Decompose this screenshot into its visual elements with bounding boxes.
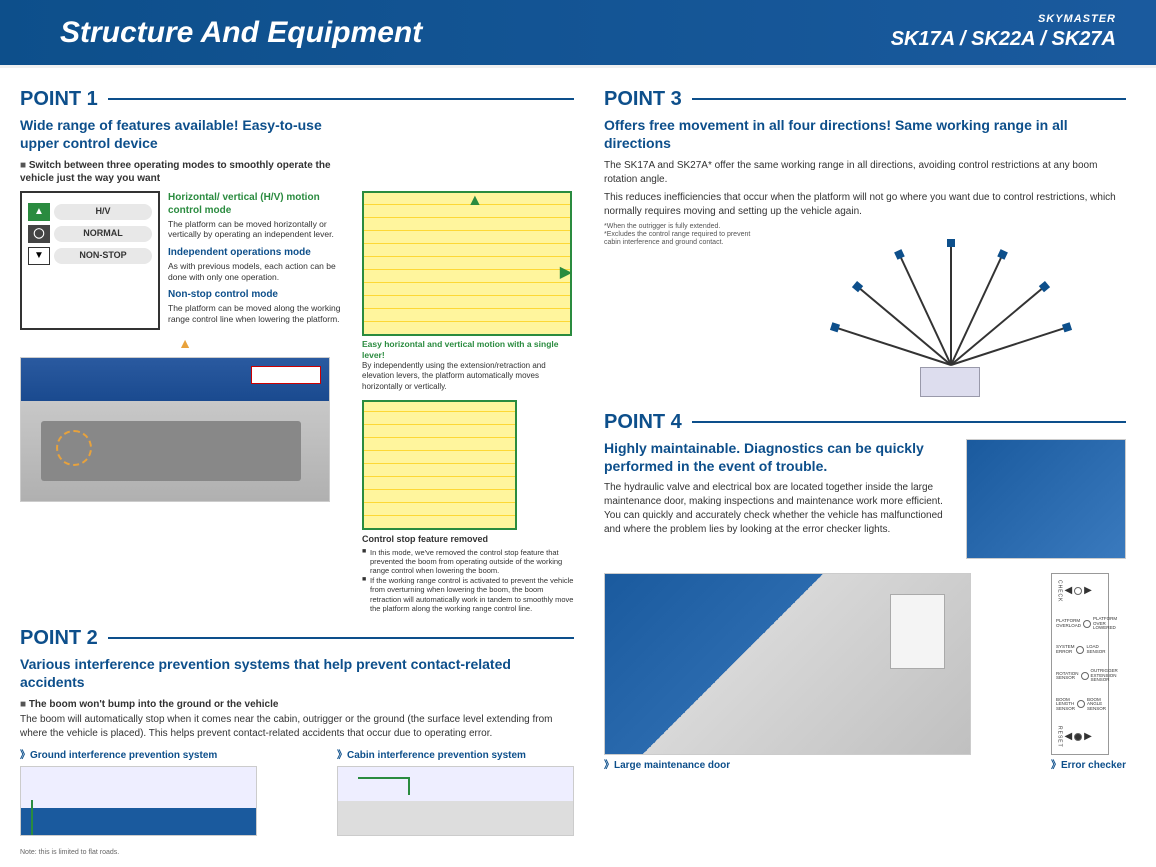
rotation-range-diagram [774, 227, 1126, 397]
sys1-label: Ground interference prevention system [20, 749, 257, 762]
fig1-caption: Easy horizontal and vertical motion with… [362, 339, 574, 361]
header: Structure And Equipment SKYMASTER SK17A … [0, 0, 1156, 68]
point4-subtitle: Highly maintainable. Diagnostics can be … [604, 439, 956, 475]
hv-motion-figure: ▲ ▶ [362, 191, 572, 336]
maint-door-caption: Large maintenance door [604, 759, 971, 772]
page-title: Structure And Equipment [60, 13, 422, 52]
error-checker-panel: CHECK ◀▶ PLATFORM OVERLOADPLATFORM OVER … [1051, 573, 1109, 755]
ns-mode-title: Non-stop control mode [168, 288, 350, 301]
mode-panel: ▲ H/V ◯ NORMAL ▼ NON-STOP [20, 191, 160, 331]
sys2-label: Cabin interference prevention system [337, 749, 574, 762]
ns-mode-body: The platform can be moved along the work… [168, 303, 350, 324]
point4-body: The hydraulic valve and electrical box a… [604, 481, 956, 537]
point2-bullet: The boom won't bump into the ground or t… [20, 698, 574, 711]
left-triangle-icon: ◀ [1064, 730, 1072, 743]
hv-mode-body: The platform can be moved horizontally o… [168, 219, 350, 240]
fig2-bullet1: In this mode, we've removed the control … [362, 548, 574, 576]
point1-bullet: Switch between three operating modes to … [20, 159, 340, 185]
mode-normal-label: NORMAL [54, 226, 152, 242]
vehicle-side-photo [966, 439, 1126, 559]
point3-asterisk1: *When the outrigger is fully extended. [604, 223, 764, 231]
point1-subtitle: Wide range of features available! Easy-t… [20, 116, 340, 152]
down-arrow-icon: ▼ [28, 247, 50, 265]
err-r2c0: ROTATION SENSOR [1056, 672, 1079, 681]
fig1-sub: By independently using the extension/ret… [362, 361, 574, 392]
mode-nonstop-label: NON-STOP [54, 248, 152, 264]
right-green-arrow-icon: ▶ [560, 263, 572, 284]
right-triangle-icon: ▶ [1084, 584, 1092, 597]
cabin-interference-figure [337, 766, 574, 836]
up-green-arrow-icon: ▲ [467, 191, 483, 212]
err-r3c0: BOOM LENGTH SENSOR [1056, 698, 1075, 712]
mode-hv: ▲ H/V [28, 203, 152, 221]
point3-subtitle: Offers free movement in all four directi… [604, 116, 1126, 152]
up-arrow-icon: ▲ [28, 203, 50, 221]
point3-body2: This reduces inefficiencies that occur w… [604, 191, 1126, 219]
err-r0c1: PLATFORM OVER LOWERED [1093, 617, 1117, 631]
point2-body: The boom will automatically stop when it… [20, 713, 574, 741]
point2-note: Note: this is limited to flat roads. [20, 848, 574, 857]
point4-label: POINT 4 [604, 409, 1126, 435]
mode-hv-label: H/V [54, 204, 152, 220]
header-right: SKYMASTER SK17A / SK22A / SK27A [891, 12, 1116, 52]
error-checker-caption: Error checker [1051, 759, 1126, 772]
point1-label: POINT 1 [20, 86, 574, 112]
err-r1c0: SYSTEM ERROR [1056, 645, 1075, 654]
right-triangle-icon: ▶ [1084, 730, 1092, 743]
control-panel-photo [20, 357, 330, 502]
ground-interference-figure [20, 766, 257, 836]
left-triangle-icon: ◀ [1064, 584, 1072, 597]
fig2-title: Control stop feature removed [362, 534, 574, 546]
vehicle-icon [920, 367, 980, 397]
maintenance-door-photo [604, 573, 971, 755]
point3-asterisk2: *Excludes the control range required to … [604, 231, 764, 248]
ind-mode-title: Independent operations mode [168, 246, 350, 259]
reset-group: RESET [1056, 726, 1063, 748]
model-list: SK17A / SK22A / SK27A [891, 26, 1116, 52]
connector-arrow-icon: ▲ [178, 335, 192, 351]
control-stop-figure [362, 400, 517, 530]
mode-normal: ◯ NORMAL [28, 225, 152, 243]
mode-nonstop: ▼ NON-STOP [28, 247, 152, 265]
ind-mode-body: As with previous models, each action can… [168, 261, 350, 282]
check-group: CHECK [1056, 580, 1063, 603]
err-r1c1: LOAD SENSOR [1086, 645, 1105, 654]
hv-mode-title: Horizontal/ vertical (H/V) motion contro… [168, 191, 350, 217]
point3-body1: The SK17A and SK27A* offer the same work… [604, 159, 1126, 187]
err-r3c1: BOOM ANGLE SENSOR [1087, 698, 1106, 712]
fig2-bullet2: If the working range control is activate… [362, 576, 574, 614]
right-column: POINT 3 Offers free movement in all four… [604, 86, 1126, 856]
err-r0c0: PLATFORM OVERLOAD [1056, 619, 1081, 628]
point2-subtitle: Various interference prevention systems … [20, 655, 574, 691]
point3-label: POINT 3 [604, 86, 1126, 112]
circle-icon: ◯ [28, 225, 50, 243]
point2-label: POINT 2 [20, 625, 574, 651]
err-r2c1: OUTRIGGER EXTENSION SENSOR [1091, 669, 1118, 683]
left-column: POINT 1 Wide range of features available… [20, 86, 574, 856]
brand-name: SKYMASTER [891, 12, 1116, 26]
